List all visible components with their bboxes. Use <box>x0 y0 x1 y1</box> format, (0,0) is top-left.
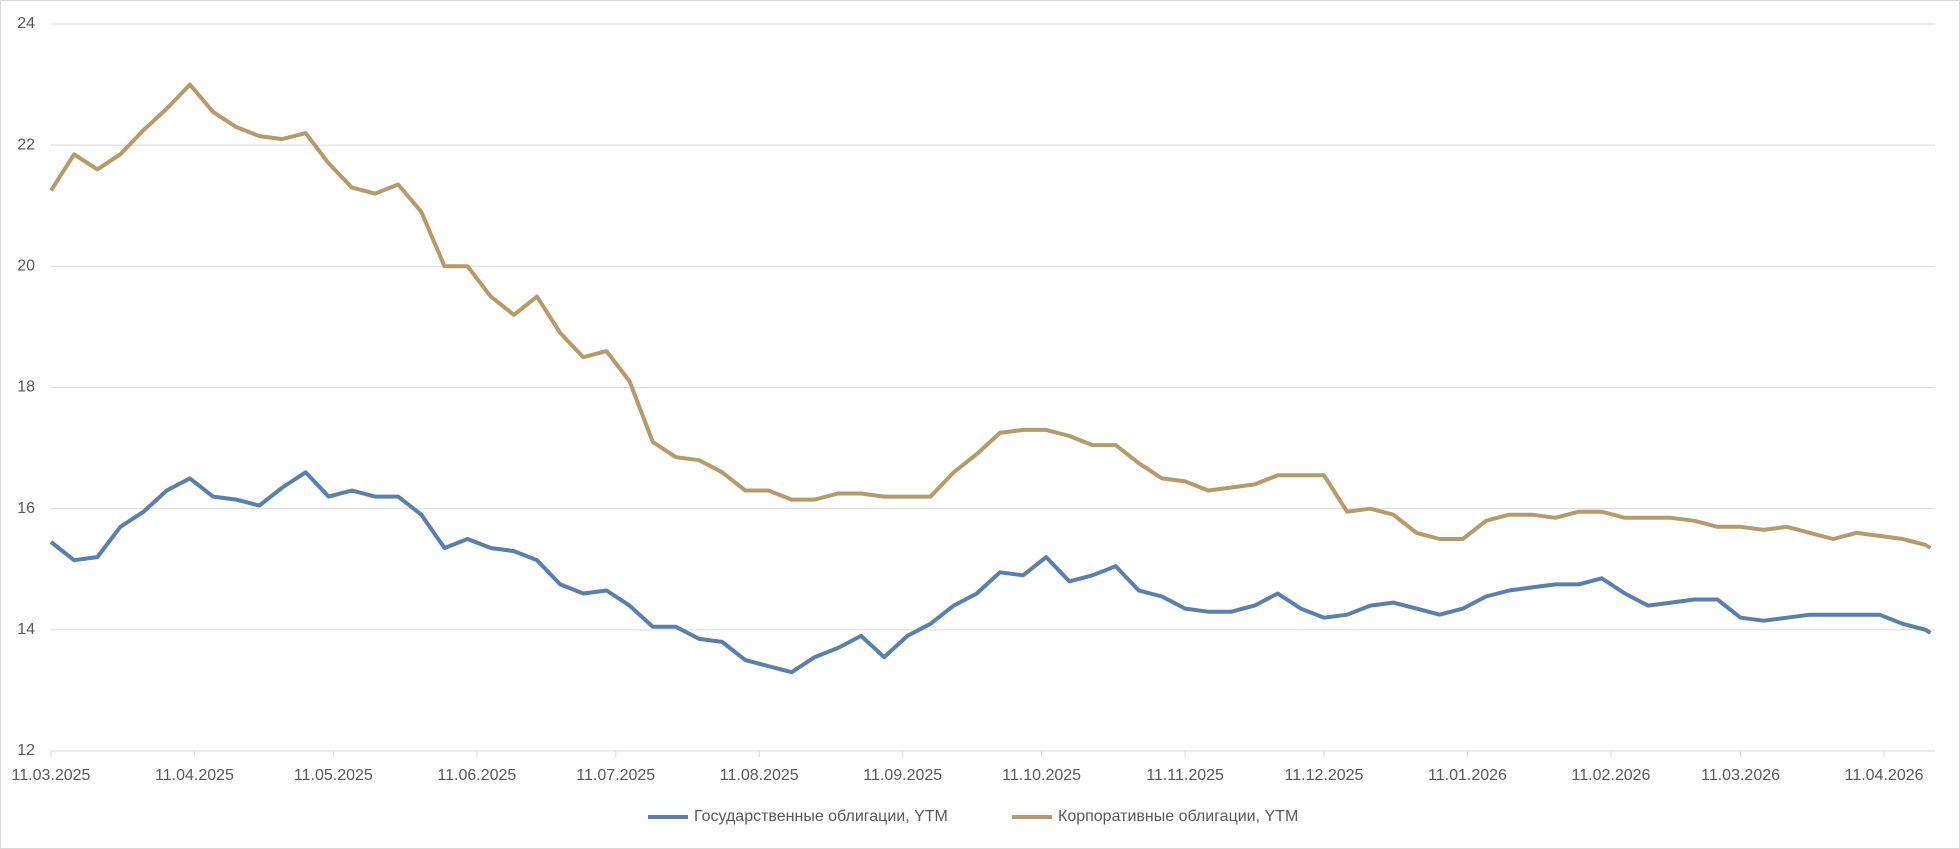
series-line <box>49 82 1932 550</box>
y-tick-label: 18 <box>17 379 35 396</box>
x-tick-label: 11.08.2025 <box>720 767 799 784</box>
x-tick-label: 11.02.2026 <box>1572 767 1651 784</box>
x-tick-label: 11.01.2026 <box>1428 767 1507 784</box>
x-tick-label: 11.12.2025 <box>1285 767 1364 784</box>
x-tick-label: 11.03.2025 <box>12 767 91 784</box>
x-tick-label: 11.09.2025 <box>863 767 942 784</box>
legend-label: Корпоративные облигации, YTM <box>1058 808 1298 825</box>
x-tick-label: 11.05.2025 <box>294 767 373 784</box>
legend-label: Государственные облигации, YTM <box>694 808 948 825</box>
x-tick-label: 11.03.2026 <box>1701 767 1780 784</box>
x-tick-label: 11.07.2025 <box>576 767 655 784</box>
x-tick-label: 11.04.2025 <box>155 767 234 784</box>
y-tick-label: 16 <box>17 500 35 517</box>
y-tick-label: 14 <box>17 621 35 638</box>
x-tick-label: 11.10.2025 <box>1002 767 1081 784</box>
y-tick-label: 22 <box>17 136 35 153</box>
series-line <box>49 470 1932 675</box>
x-tick-label: 11.04.2026 <box>1845 767 1924 784</box>
y-tick-label: 12 <box>17 742 35 759</box>
x-tick-label: 11.06.2025 <box>437 767 516 784</box>
y-tick-label: 20 <box>17 258 35 275</box>
y-tick-label: 24 <box>17 15 35 32</box>
x-tick-label: 11.11.2025 <box>1146 767 1224 784</box>
